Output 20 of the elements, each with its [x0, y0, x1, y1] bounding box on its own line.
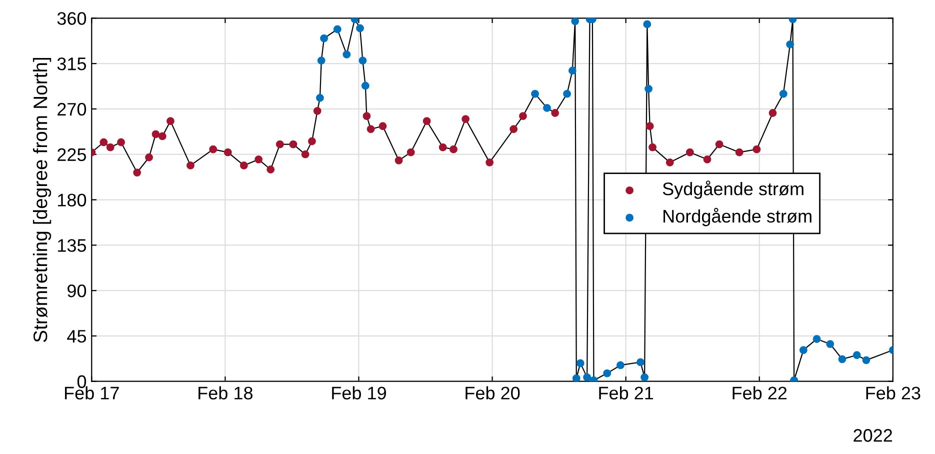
legend-label: Sydgående strøm	[662, 180, 804, 199]
legend-label: Nordgående strøm	[664, 208, 812, 226]
x-tick-label: Feb 21	[599, 386, 654, 400]
y-tick-label: 270	[58, 102, 86, 116]
y-tick-label: 0	[77, 375, 86, 388]
y-tick-label: 225	[58, 148, 86, 162]
x-tick-label: Feb 17	[65, 386, 119, 400]
x-tick-label: Feb 22	[732, 386, 787, 400]
text: 2022	[854, 429, 892, 442]
x-tick-label: Feb 20	[466, 386, 520, 400]
x-tick-label: Feb 23	[866, 386, 920, 400]
y-tick-label: 180	[58, 194, 86, 206]
y-tick-label: 90	[68, 284, 86, 298]
y-tick-label: 45	[67, 330, 86, 343]
x-tick-label: Feb 18	[198, 386, 253, 400]
y-axis-title: Strømretning [degree from North]	[32, 58, 52, 342]
y-tick-label: 135	[58, 239, 86, 252]
x-tick-label: Feb 19	[332, 386, 386, 400]
y-tick-label: 360	[57, 12, 86, 25]
y-tick-label: 315	[57, 57, 86, 70]
